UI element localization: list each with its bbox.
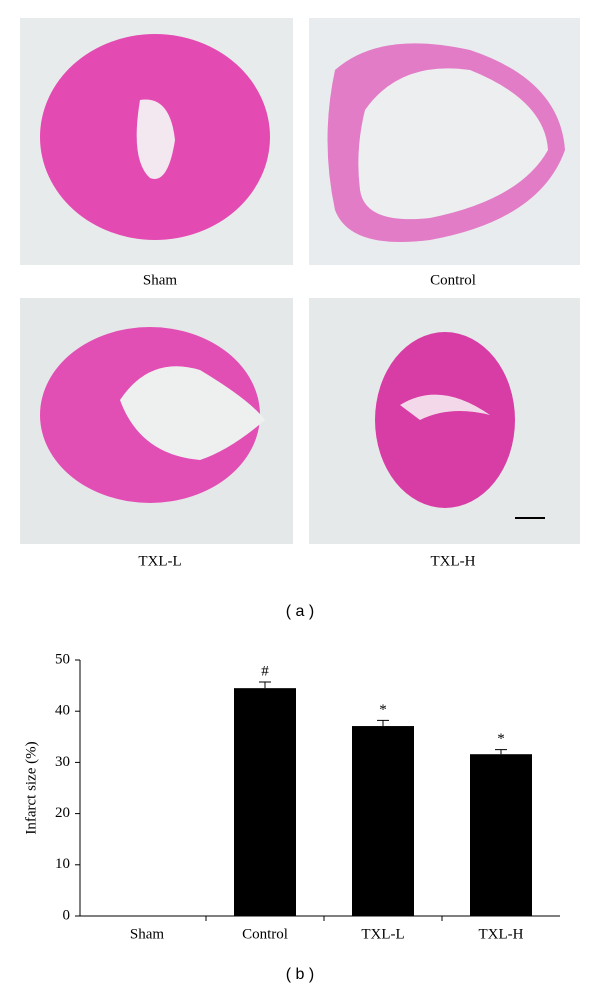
- bar: [234, 688, 296, 916]
- x-tick-label: TXL-H: [479, 926, 524, 942]
- error-bar: [377, 719, 389, 727]
- image-label: Control: [430, 272, 476, 288]
- tissue: [375, 332, 515, 508]
- error-bar: [495, 749, 507, 755]
- bar: [352, 726, 414, 916]
- panel-caption: ( a ): [286, 603, 314, 620]
- y-tick-label: 40: [55, 703, 70, 719]
- y-tick-label: 50: [55, 651, 70, 667]
- x-tick-label: Control: [242, 926, 288, 942]
- significance-marker: *: [379, 702, 387, 718]
- image-label: Sham: [143, 272, 178, 288]
- histology-panel: Sham Control TXL-L TXL-H ( a ): [20, 18, 580, 620]
- y-tick-label: 30: [55, 754, 70, 770]
- x-tick-label: Sham: [130, 926, 165, 942]
- y-tick-label: 0: [63, 907, 71, 923]
- significance-marker: *: [497, 731, 505, 747]
- image-label: TXL-H: [431, 553, 476, 569]
- lumen: [120, 366, 265, 460]
- y-tick-label: 20: [55, 805, 70, 821]
- panel-caption: ( b ): [286, 966, 314, 983]
- lumen: [358, 68, 548, 220]
- significance-marker: #: [261, 663, 269, 679]
- y-axis-label: Infarct size (%): [23, 741, 39, 834]
- lumen: [136, 99, 175, 179]
- image-label: TXL-L: [138, 553, 181, 569]
- error-bar: [259, 681, 271, 689]
- lumen: [400, 394, 490, 420]
- y-tick-label: 10: [55, 856, 70, 872]
- x-tick-label: TXL-L: [361, 926, 404, 942]
- bar: [470, 754, 532, 916]
